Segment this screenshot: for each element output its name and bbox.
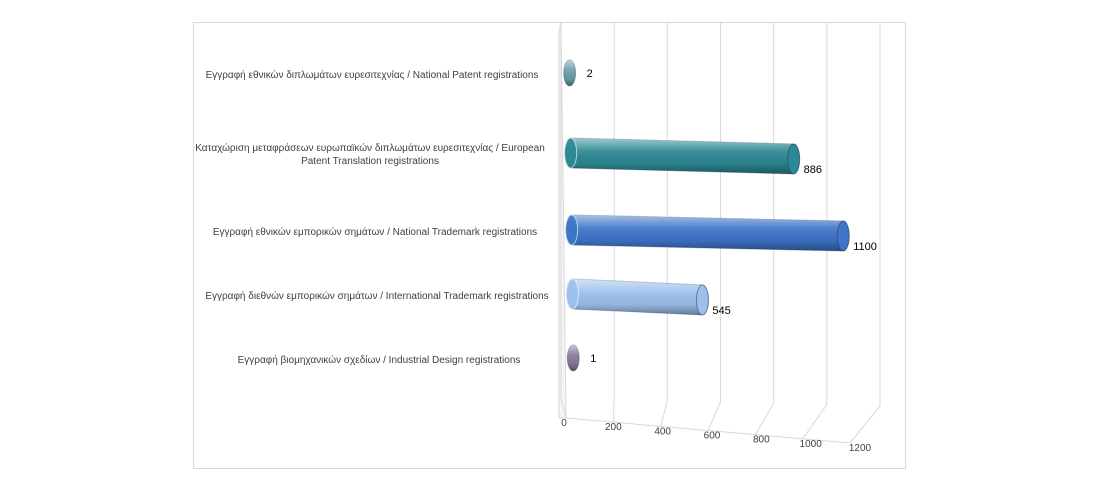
data-label: 1100	[853, 241, 877, 253]
bar	[565, 278, 709, 316]
bar-start-cap	[565, 214, 579, 246]
data-label: 2	[587, 68, 593, 80]
floor-edge	[565, 417, 851, 444]
floor-line	[802, 404, 828, 440]
bar-start-cap	[564, 137, 578, 169]
floor-line	[660, 400, 668, 427]
bar-shading	[564, 138, 800, 174]
floor-line	[707, 401, 721, 431]
x-tick-label: 400	[654, 426, 671, 437]
y-category-label: Εγγραφή εθνικών διπλωμάτων ευρεσιτεχνίας…	[205, 69, 539, 81]
y-category-label: Εγγραφή εθνικών εμπορικών σημάτων / Nati…	[212, 226, 538, 238]
bars	[563, 59, 850, 372]
bar-shading	[563, 60, 576, 86]
floor-line	[612, 399, 615, 423]
gridlines	[560, 22, 881, 444]
bar-end-cap	[836, 220, 850, 252]
data-label: 1	[590, 353, 596, 365]
data-label: 886	[804, 164, 822, 176]
data-labels: 2 886 1100 545 1	[587, 68, 877, 365]
bar-shading	[567, 345, 580, 371]
bar	[563, 59, 577, 87]
data-label: 545	[712, 305, 730, 317]
y-category-label: Εγγραφή διεθνών εμπορικών σημάτων / Inte…	[205, 290, 549, 302]
floor-line	[849, 405, 881, 444]
x-tick-label: 800	[753, 435, 770, 446]
x-tick-label: 0	[561, 418, 567, 429]
x-axis-ticks: 0 200 400 600 800 1000 1200	[561, 418, 871, 454]
bar	[566, 344, 580, 372]
x-tick-label: 1000	[800, 439, 823, 450]
bar	[564, 137, 801, 175]
floor-line	[560, 397, 567, 419]
x-tick-label: 1200	[849, 443, 872, 454]
bar-start-cap	[565, 278, 579, 310]
x-tick-label: 200	[605, 422, 622, 433]
bar-end-cap	[787, 143, 801, 175]
x-tick-label: 600	[704, 431, 721, 442]
bar-shading	[565, 215, 850, 251]
y-category-label: Καταχώριση μεταφράσεων ευρωπαϊκών διπλωμ…	[195, 143, 545, 167]
floor-line	[754, 403, 775, 435]
bar-end-cap	[695, 284, 709, 316]
bar	[565, 214, 850, 252]
bar-shading	[566, 279, 709, 315]
y-category-label: Εγγραφή βιομηχανικών σχεδίων / Industria…	[237, 354, 521, 366]
